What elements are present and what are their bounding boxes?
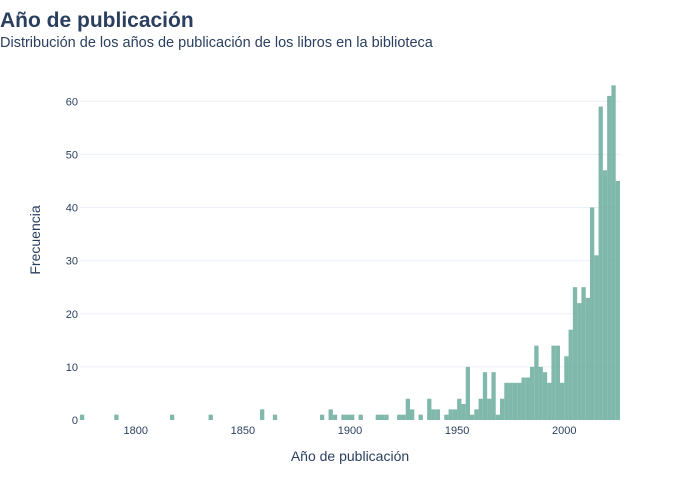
- x-tick-label: 1950: [445, 425, 469, 437]
- histogram-bar[interactable]: [542, 372, 548, 420]
- histogram-bar[interactable]: [517, 382, 522, 420]
- y-tick-label: 20: [66, 309, 78, 321]
- histogram-bar[interactable]: [538, 366, 543, 420]
- histogram-bar[interactable]: [452, 409, 458, 420]
- histogram-bar[interactable]: [504, 382, 509, 420]
- histogram-bar[interactable]: [555, 345, 560, 420]
- histogram-bars: [80, 85, 620, 420]
- histogram-bar[interactable]: [380, 414, 385, 420]
- histogram-bar[interactable]: [478, 398, 483, 420]
- y-axis-ticks: 0 10 20 30 40 50 60: [66, 96, 78, 427]
- histogram-bar[interactable]: [534, 345, 539, 420]
- histogram-bar[interactable]: [384, 414, 389, 420]
- histogram-bar[interactable]: [512, 382, 518, 420]
- histogram-bar[interactable]: [470, 414, 475, 420]
- histogram-bar[interactable]: [320, 414, 325, 420]
- histogram-bar[interactable]: [431, 409, 436, 420]
- histogram-bar[interactable]: [350, 414, 355, 420]
- x-axis-title: Año de publicación: [291, 448, 409, 464]
- histogram-bar[interactable]: [598, 106, 603, 420]
- histogram-bar[interactable]: [80, 414, 85, 420]
- histogram-bar[interactable]: [418, 414, 423, 420]
- x-axis-ticks: 1800 1850 1900 1950 2000: [123, 425, 576, 437]
- histogram-bar[interactable]: [500, 398, 505, 420]
- histogram-bar[interactable]: [491, 372, 496, 420]
- y-tick-label: 10: [66, 362, 78, 374]
- histogram-bar[interactable]: [427, 398, 432, 420]
- histogram-bar[interactable]: [435, 409, 440, 420]
- histogram-bar[interactable]: [410, 409, 415, 420]
- y-axis-title: Frecuencia: [27, 205, 43, 274]
- histogram-bar[interactable]: [208, 414, 213, 420]
- histogram-bar[interactable]: [405, 398, 410, 420]
- histogram-bar[interactable]: [530, 366, 535, 420]
- chart-title: Año de publicación: [0, 9, 194, 32]
- histogram-bar[interactable]: [594, 255, 599, 420]
- histogram-bar[interactable]: [602, 170, 608, 420]
- y-tick-label: 30: [66, 256, 78, 268]
- histogram-bar[interactable]: [525, 377, 530, 421]
- histogram-bar[interactable]: [508, 382, 513, 420]
- x-tick-label: 1800: [123, 425, 147, 437]
- histogram-bar[interactable]: [170, 414, 175, 420]
- x-tick-label: 1850: [231, 425, 255, 437]
- histogram-bar[interactable]: [375, 414, 380, 420]
- histogram-bar[interactable]: [551, 345, 556, 420]
- histogram-bar[interactable]: [114, 414, 119, 420]
- y-tick-label: 40: [66, 203, 78, 215]
- histogram-bar[interactable]: [465, 366, 470, 420]
- x-tick-label: 1900: [338, 425, 362, 437]
- y-tick-label: 50: [66, 149, 78, 161]
- histogram-bar[interactable]: [397, 414, 402, 420]
- histogram-bar[interactable]: [607, 95, 612, 420]
- gridlines: [80, 100, 620, 368]
- histogram-bar[interactable]: [461, 404, 466, 420]
- histogram-bar[interactable]: [564, 356, 569, 420]
- y-tick-label: 0: [72, 415, 78, 427]
- y-tick-label: 60: [66, 96, 78, 108]
- histogram-bar[interactable]: [611, 85, 616, 420]
- histogram-bar[interactable]: [474, 409, 479, 420]
- histogram-bar[interactable]: [590, 207, 595, 421]
- histogram-bar[interactable]: [401, 414, 406, 420]
- histogram-bar[interactable]: [581, 287, 586, 420]
- histogram-bar[interactable]: [585, 297, 590, 420]
- histogram-bar[interactable]: [332, 414, 338, 420]
- histogram-bar[interactable]: [547, 382, 552, 420]
- histogram-bar[interactable]: [358, 414, 363, 420]
- histogram-bar[interactable]: [487, 398, 492, 420]
- histogram-bar[interactable]: [328, 409, 333, 420]
- histogram-bar[interactable]: [444, 414, 449, 420]
- histogram-bar[interactable]: [341, 414, 346, 420]
- histogram-bar[interactable]: [272, 414, 278, 420]
- histogram-bar[interactable]: [345, 414, 350, 420]
- histogram-bar[interactable]: [495, 414, 500, 420]
- histogram-bar[interactable]: [560, 382, 565, 420]
- histogram-bar[interactable]: [260, 409, 265, 420]
- histogram-bar[interactable]: [521, 377, 526, 421]
- histogram-bar[interactable]: [457, 398, 462, 420]
- chart-subtitle: Distribución de los años de publicación …: [0, 35, 433, 51]
- x-tick-label: 2000: [552, 425, 576, 437]
- histogram-bar[interactable]: [577, 303, 582, 420]
- histogram-bar[interactable]: [572, 287, 578, 420]
- histogram-bar[interactable]: [615, 180, 620, 420]
- histogram-bar[interactable]: [448, 409, 453, 420]
- histogram-bar[interactable]: [568, 329, 573, 420]
- histogram-bar[interactable]: [482, 372, 488, 420]
